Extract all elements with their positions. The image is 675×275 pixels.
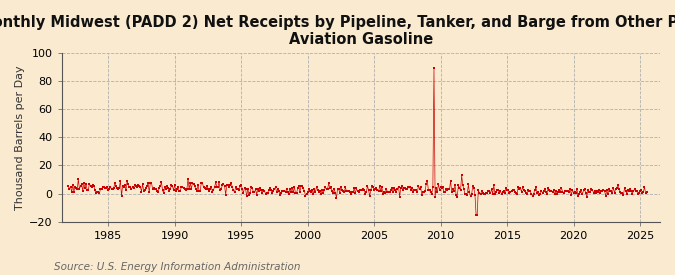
Y-axis label: Thousand Barrels per Day: Thousand Barrels per Day [15,65,25,210]
Title: Monthly Midwest (PADD 2) Net Receipts by Pipeline, Tanker, and Barge from Other : Monthly Midwest (PADD 2) Net Receipts by… [0,15,675,47]
Text: Source: U.S. Energy Information Administration: Source: U.S. Energy Information Administ… [54,262,300,272]
